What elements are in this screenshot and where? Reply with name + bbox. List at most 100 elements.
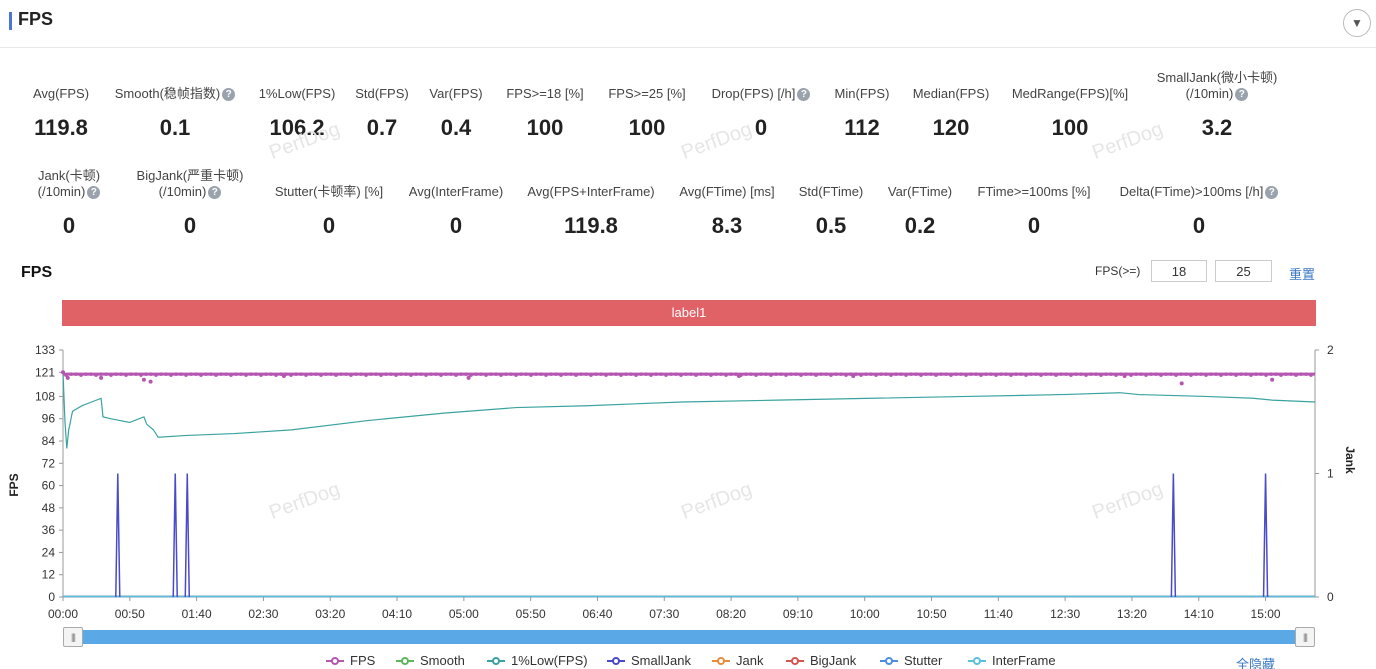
fps-point	[754, 373, 758, 377]
fps-point	[1289, 372, 1293, 376]
legend-item-stutter[interactable]: Stutter	[880, 653, 942, 668]
fps-point	[1194, 372, 1198, 376]
fps-threshold-input-2[interactable]	[1215, 260, 1272, 282]
fps-point	[94, 373, 98, 377]
metric-value: 0.7	[366, 115, 398, 140]
fps-point	[459, 372, 463, 376]
legend-item-jank[interactable]: Jank	[712, 653, 763, 668]
fps-point	[1254, 372, 1258, 376]
fps-point	[199, 373, 203, 377]
help-icon[interactable]: ?	[222, 88, 236, 101]
fps-point	[1209, 372, 1213, 376]
collapse-button[interactable]: ▼	[1343, 9, 1371, 37]
fps-point	[684, 372, 688, 376]
fps-point	[689, 372, 693, 376]
fps-point	[649, 373, 653, 377]
fps-point	[254, 372, 258, 376]
fps-point	[719, 372, 723, 376]
metric-value: 0	[754, 115, 768, 140]
legend-item-smooth[interactable]: Smooth	[396, 653, 465, 668]
fps-point	[1149, 372, 1153, 376]
help-icon[interactable]: ?	[797, 88, 811, 101]
metrics_row2-metric: Avg(InterFrame) 0	[366, 184, 546, 238]
legend-item-bigjank[interactable]: BigJank	[786, 653, 856, 668]
fps-point	[1274, 372, 1278, 376]
fps-point	[679, 373, 683, 377]
fps-point	[1069, 373, 1073, 377]
fps-point	[664, 373, 668, 377]
fps-point	[989, 372, 993, 376]
fps-point	[489, 372, 493, 376]
hide-all-link[interactable]: 全隐藏	[1236, 657, 1276, 669]
metric-unit-text: (/10min)	[1185, 86, 1234, 101]
help-icon[interactable]: ?	[87, 186, 101, 199]
legend-item-smalljank[interactable]: SmallJank	[607, 653, 691, 668]
fps-point	[804, 372, 808, 376]
x-tick-label: 10:00	[850, 607, 880, 621]
fps-point	[1024, 373, 1028, 377]
label-band[interactable]: label1	[62, 300, 1316, 326]
fps-point	[129, 372, 133, 376]
fps-point	[869, 372, 873, 376]
x-tick-label: 05:50	[516, 607, 546, 621]
x-tick-label: 09:10	[783, 607, 813, 621]
help-icon[interactable]: ?	[1265, 186, 1279, 199]
smalljank-spike	[172, 473, 178, 598]
y2-tick-label: 0	[1327, 590, 1334, 604]
metric-label: Std(FTime)	[798, 184, 864, 199]
fps-point	[704, 372, 708, 376]
legend-item-1-low-fps-[interactable]: 1%Low(FPS)	[487, 653, 588, 668]
fps-dip-point	[61, 370, 65, 375]
metric-value: 106.2	[269, 115, 325, 140]
y-tick-label: 72	[42, 456, 56, 470]
legend-marker-icon	[326, 656, 344, 666]
fps-point	[1089, 372, 1093, 376]
fps-point	[764, 372, 768, 376]
fps-point	[334, 373, 338, 377]
fps-point	[349, 373, 353, 377]
fps-point	[524, 372, 528, 376]
fps-dip-point	[1179, 381, 1184, 386]
fps-point	[909, 372, 913, 376]
fps-point	[604, 373, 608, 377]
fps-point	[584, 372, 588, 376]
fps-dip-point	[1122, 374, 1127, 378]
fps-point	[149, 372, 153, 376]
fps-threshold-input-1[interactable]	[1151, 260, 1207, 282]
fps-point	[534, 372, 538, 376]
fps-point	[359, 372, 363, 376]
metrics_row2-metric: Delta(FTime)>100ms [/h]? 0	[1109, 184, 1289, 238]
metrics_row1-metric: Avg(FPS) 119.8	[0, 86, 151, 140]
x-tick-label: 07:30	[649, 607, 679, 621]
fps-point	[864, 372, 868, 376]
help-icon[interactable]: ?	[208, 186, 222, 199]
fps-point	[774, 372, 778, 376]
fps-point	[499, 373, 503, 377]
fps-dip-point	[281, 374, 286, 378]
metric-value: 0.1	[159, 115, 191, 140]
slider-handle-left[interactable]: |||	[63, 627, 83, 647]
fps-point	[999, 372, 1003, 376]
reset-link[interactable]: 重置	[1289, 267, 1316, 282]
legend-item-fps[interactable]: FPS	[326, 653, 375, 668]
fps-point	[894, 372, 898, 376]
fps-point	[634, 373, 638, 377]
fps-point	[1014, 372, 1018, 376]
y-tick-label: 24	[42, 545, 56, 559]
legend-item-interframe[interactable]: InterFrame	[968, 653, 1056, 668]
fps-point	[969, 372, 973, 376]
time-range-slider[interactable]	[63, 630, 1315, 644]
help-icon[interactable]: ?	[1235, 88, 1249, 101]
fps-point	[954, 372, 958, 376]
fps-point	[234, 372, 238, 376]
metric-label: Avg(FPS+InterFrame)	[527, 184, 655, 199]
slider-handle-right[interactable]: |||	[1295, 627, 1315, 647]
fps-point	[854, 372, 858, 376]
metrics_row2-metric: Std(FTime) 0.5	[741, 184, 921, 238]
fps-point	[424, 373, 428, 377]
metrics_row1-metric: Std(FPS) 0.7	[292, 86, 472, 140]
fps-point	[1099, 373, 1103, 377]
fps-point	[369, 372, 373, 376]
x-tick-label: 02:30	[248, 607, 278, 621]
